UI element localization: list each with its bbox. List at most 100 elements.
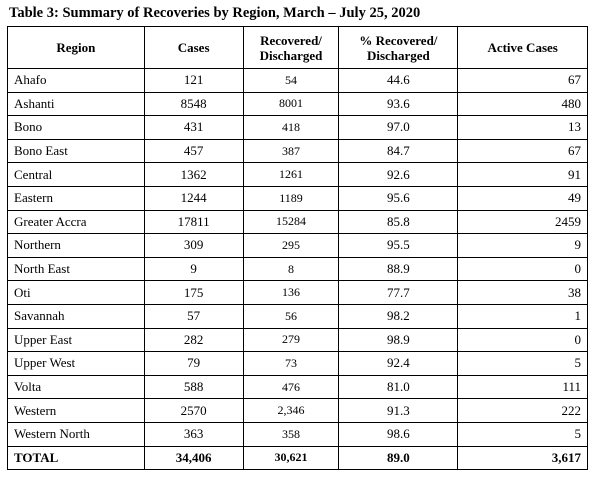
table-cell: 15284 (242, 209, 340, 235)
table-cell: 480 (457, 91, 588, 117)
table-cell: 77.7 (338, 280, 459, 305)
table-cell: 67 (457, 138, 588, 164)
table-cell: 88.9 (338, 256, 459, 282)
table-cell: 5 (457, 421, 588, 447)
table-cell: 85.8 (338, 209, 459, 235)
table-cell: 295 (242, 233, 340, 258)
table-cell: 81.0 (338, 374, 459, 400)
table-cell: North East (7, 256, 145, 282)
total-cell: 89.0 (338, 445, 459, 470)
table-cell: Western (7, 398, 145, 423)
table-cell: 9 (143, 256, 244, 282)
header-row: Region Cases Recovered/ Discharged% Recove… (7, 26, 588, 69)
table-cell: 91.3 (338, 398, 459, 423)
table-cell: 54 (242, 68, 340, 93)
table-row: Western North 363 358 98.6 5 (7, 421, 588, 447)
table-cell: 8 (242, 256, 340, 282)
table-cell: 98.2 (338, 303, 459, 329)
table-cell: 49 (457, 185, 588, 211)
table-cell: Volta (7, 374, 145, 400)
table-cell: 98.6 (338, 421, 459, 447)
table-cell: 84.7 (338, 138, 459, 164)
table-cell: Western North (7, 421, 145, 447)
table-row: Central 1362 1261 92.6 91 (7, 162, 588, 187)
table-cell: 73 (242, 351, 340, 376)
table-cell: Eastern (7, 185, 145, 211)
table-cell: 2459 (457, 209, 588, 235)
table-cell: Upper West (7, 351, 145, 376)
column-header: % Recovered/ Discharged (338, 26, 459, 69)
table-cell: 44.6 (338, 68, 459, 93)
table-row: Savannah 57 56 98.2 1 (7, 303, 588, 329)
table-cell: 1189 (242, 185, 340, 211)
table-cell: Bono East (7, 138, 145, 164)
table-cell: 13 (457, 115, 588, 140)
table-cell: 92.6 (338, 162, 459, 187)
table-cell: 1261 (242, 162, 340, 187)
table-cell: 363 (143, 421, 244, 447)
table-cell: 476 (242, 374, 340, 400)
table-cell: 222 (457, 398, 588, 423)
total-cell: 30,621 (242, 445, 340, 470)
table-cell: 17811 (143, 209, 244, 235)
table-cell: 1362 (143, 162, 244, 187)
table-cell: 9 (457, 233, 588, 258)
table-row: Ashanti 8548 8001 93.6 480 (7, 91, 588, 117)
table-cell: 1 (457, 303, 588, 329)
table-cell: 79 (143, 351, 244, 376)
table-cell: 8548 (143, 91, 244, 117)
table-row: Eastern 1244 1189 95.6 49 (7, 185, 588, 211)
table-cell: Greater Accra (7, 209, 145, 235)
table-cell: 2,346 (242, 398, 340, 423)
table-cell: 0 (457, 256, 588, 282)
table-title: Table 3: Summary of Recoveries by Region… (9, 5, 421, 21)
column-header: Cases (143, 26, 244, 69)
table-cell: 282 (143, 327, 244, 353)
table-cell: Savannah (7, 303, 145, 329)
table-cell: 93.6 (338, 91, 459, 117)
table-cell: Central (7, 162, 145, 187)
table-cell: 387 (242, 138, 340, 164)
table-row: North East 9 8 88.9 0 (7, 256, 588, 282)
table-cell: 0 (457, 327, 588, 353)
table-cell: Ahafo (7, 68, 145, 93)
column-header: Region (7, 26, 145, 69)
table-row: Oti 175 136 77.7 38 (7, 280, 588, 305)
total-cell: TOTAL (7, 445, 145, 470)
table-cell: 38 (457, 280, 588, 305)
table-cell: 175 (143, 280, 244, 305)
table-cell: 92.4 (338, 351, 459, 376)
table-row: Greater Accra 17811 15284 85.8 2459 (7, 209, 588, 235)
table-cell: Bono (7, 115, 145, 140)
table-row: Volta 588 476 81.0 111 (7, 374, 588, 400)
table-cell: 431 (143, 115, 244, 140)
table-row: Ahafo 121 54 44.6 67 (7, 68, 588, 93)
table-cell: 2570 (143, 398, 244, 423)
table-cell: 5 (457, 351, 588, 376)
recoveries-table: Region Cases Recovered/ Discharged% Recove… (7, 26, 588, 470)
table-cell: 121 (143, 68, 244, 93)
table-row: Upper West 79 73 92.4 5 (7, 351, 588, 376)
table-cell: 67 (457, 68, 588, 93)
table-cell: 56 (242, 303, 340, 329)
total-cell: 34,406 (143, 445, 244, 470)
table-cell: 1244 (143, 185, 244, 211)
total-row: TOTAL 34,406 30,621 89.0 3,617 (7, 445, 588, 470)
table-cell: 97.0 (338, 115, 459, 140)
table-row: Bono 431 418 97.0 13 (7, 115, 588, 140)
table-row: Upper East 282 279 98.9 0 (7, 327, 588, 353)
table-cell: 57 (143, 303, 244, 329)
column-header: Active Cases (457, 26, 588, 69)
total-cell: 3,617 (457, 445, 588, 470)
table-row: Western 2570 2,346 91.3 222 (7, 398, 588, 423)
table-cell: 95.6 (338, 185, 459, 211)
table-cell: 309 (143, 233, 244, 258)
table-cell: 111 (457, 374, 588, 400)
table-cell: Upper East (7, 327, 145, 353)
table-cell: 418 (242, 115, 340, 140)
column-header: Recovered/ Discharged (242, 26, 340, 69)
table-body: Ahafo 121 54 44.6 67 Ashanti 8548 8001 93.6 480 Bo… (7, 68, 588, 470)
table-cell: 8001 (242, 91, 340, 117)
